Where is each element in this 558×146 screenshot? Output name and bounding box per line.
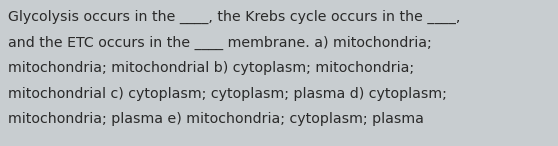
Text: Glycolysis occurs in the ____, the Krebs cycle occurs in the ____,: Glycolysis occurs in the ____, the Krebs…	[8, 10, 461, 24]
Text: and the ETC occurs in the ____ membrane. a) mitochondria;: and the ETC occurs in the ____ membrane.…	[8, 36, 432, 50]
Text: mitochondrial c) cytoplasm; cytoplasm; plasma d) cytoplasm;: mitochondrial c) cytoplasm; cytoplasm; p…	[8, 87, 448, 101]
Text: mitochondria; mitochondrial b) cytoplasm; mitochondria;: mitochondria; mitochondrial b) cytoplasm…	[8, 61, 415, 75]
Text: mitochondria; plasma e) mitochondria; cytoplasm; plasma: mitochondria; plasma e) mitochondria; cy…	[8, 112, 424, 126]
